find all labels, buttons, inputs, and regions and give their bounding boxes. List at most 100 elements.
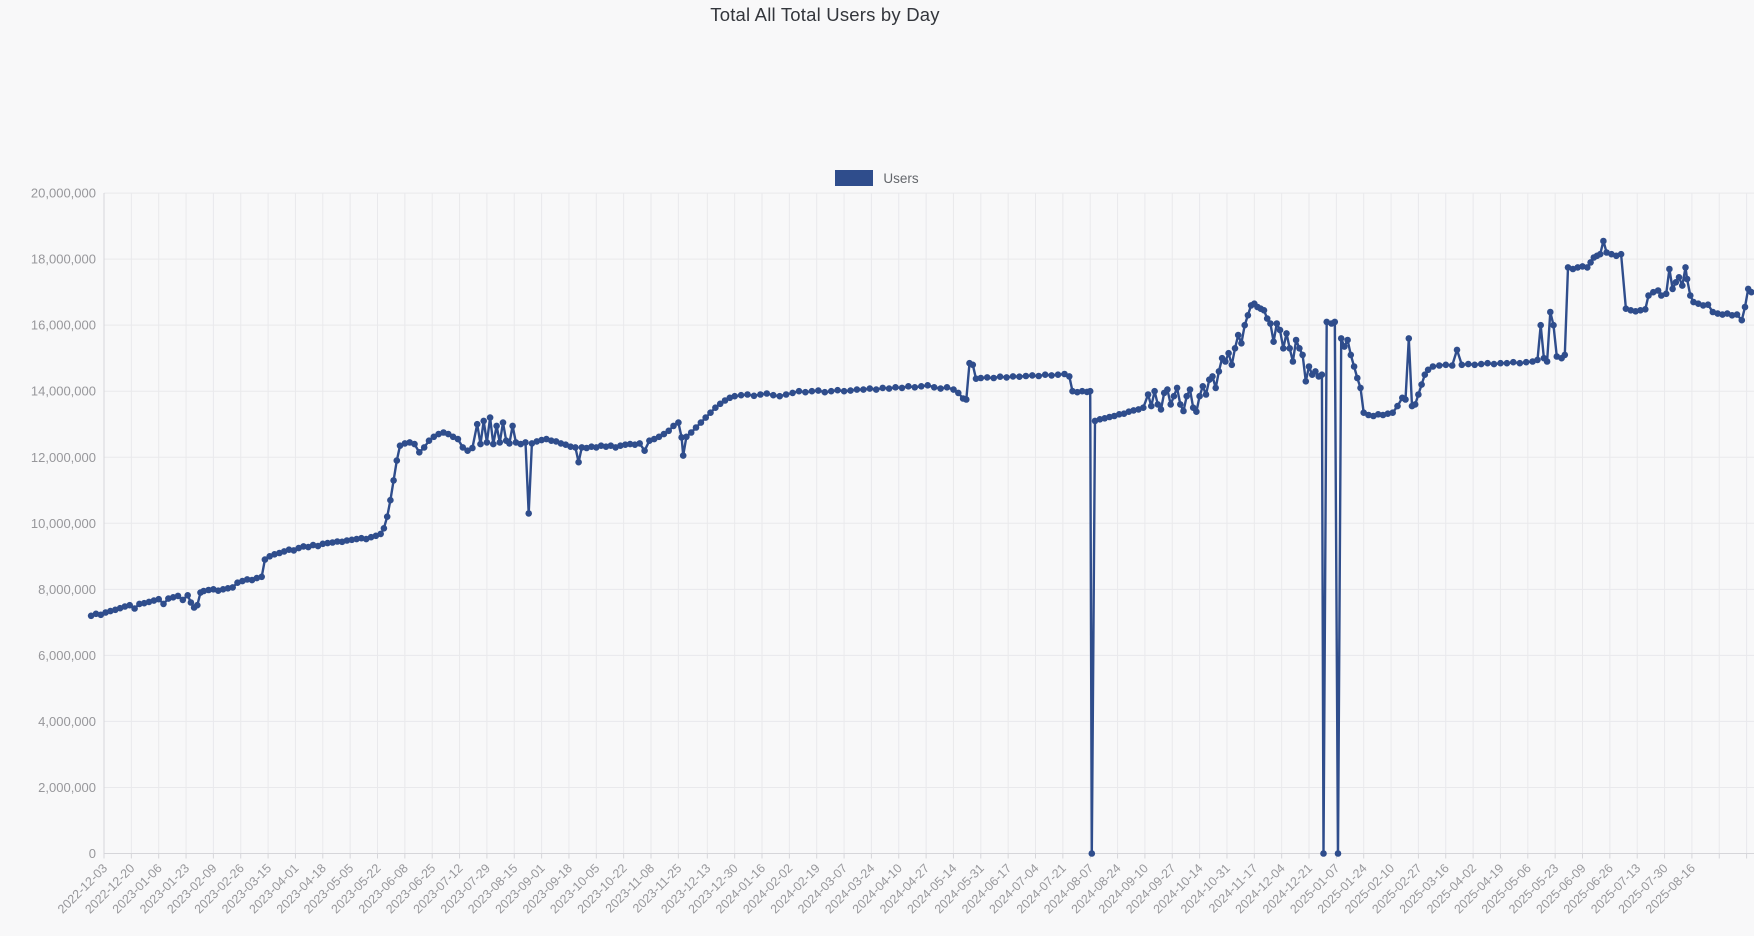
data-point[interactable] [454, 435, 462, 443]
data-point[interactable] [1561, 351, 1569, 359]
data-point[interactable] [1669, 285, 1676, 293]
data-point[interactable] [1337, 335, 1345, 342]
data-point[interactable] [1682, 264, 1689, 271]
data-point[interactable] [655, 433, 663, 441]
data-point[interactable] [697, 419, 705, 426]
data-point[interactable] [1286, 345, 1293, 352]
data-point[interactable] [1164, 386, 1171, 393]
data-point[interactable] [473, 420, 481, 428]
data-point[interactable] [898, 384, 906, 392]
data-point[interactable] [1167, 401, 1174, 408]
data-point[interactable] [380, 525, 388, 532]
data-point[interactable] [1497, 359, 1504, 367]
data-point[interactable] [1477, 360, 1485, 368]
data-point[interactable] [1465, 360, 1472, 368]
data-point[interactable] [377, 530, 385, 538]
data-point[interactable] [1289, 358, 1297, 365]
data-point[interactable] [1534, 356, 1541, 364]
data-point[interactable] [1296, 345, 1303, 352]
data-point[interactable] [1543, 358, 1551, 365]
data-point[interactable] [194, 601, 201, 609]
data-point[interactable] [1041, 371, 1049, 379]
data-point[interactable] [578, 444, 586, 451]
data-point[interactable] [879, 384, 886, 392]
data-point[interactable] [1675, 274, 1683, 281]
data-point[interactable] [1196, 392, 1203, 400]
data-point[interactable] [636, 440, 643, 447]
data-point[interactable] [731, 392, 738, 400]
data-point[interactable] [1270, 338, 1277, 346]
data-point[interactable] [930, 384, 938, 391]
data-point[interactable] [983, 374, 991, 381]
data-point[interactable] [821, 388, 829, 396]
data-point[interactable] [679, 452, 687, 459]
data-point[interactable] [996, 373, 1004, 381]
data-point[interactable] [393, 457, 401, 464]
data-point[interactable] [990, 374, 997, 382]
data-point[interactable] [840, 387, 848, 395]
data-point[interactable] [411, 440, 418, 448]
data-point[interactable] [1276, 326, 1284, 334]
data-point[interactable] [155, 595, 162, 603]
data-point[interactable] [872, 386, 880, 393]
data-point[interactable] [1009, 373, 1017, 380]
data-point[interactable] [1144, 391, 1152, 398]
data-point[interactable] [179, 596, 187, 604]
data-point[interactable] [445, 430, 452, 438]
data-point[interactable] [860, 386, 867, 393]
data-point[interactable] [969, 361, 977, 369]
data-point[interactable] [847, 387, 854, 394]
data-point[interactable] [1193, 408, 1200, 416]
data-point[interactable] [1177, 401, 1184, 408]
data-point[interactable] [827, 387, 835, 395]
data-point[interactable] [1305, 363, 1313, 370]
data-point[interactable] [1738, 316, 1746, 324]
data-point[interactable] [1140, 404, 1147, 412]
data-point[interactable] [126, 601, 133, 609]
data-point[interactable] [396, 442, 404, 450]
data-point[interactable] [1679, 282, 1686, 289]
data-point[interactable] [622, 441, 629, 449]
data-point[interactable] [1490, 360, 1498, 368]
data-point[interactable] [509, 422, 516, 430]
data-point[interactable] [1596, 250, 1604, 258]
data-point[interactable] [678, 434, 685, 441]
data-point[interactable] [309, 541, 317, 549]
data-point[interactable] [1687, 292, 1694, 299]
data-point[interactable] [1115, 411, 1123, 418]
data-point[interactable] [1170, 392, 1178, 400]
data-point[interactable] [184, 592, 191, 599]
data-point[interactable] [1683, 275, 1691, 283]
data-point[interactable] [490, 440, 497, 448]
data-point[interactable] [707, 409, 714, 417]
data-point[interactable] [420, 444, 428, 451]
data-point[interactable] [1054, 371, 1062, 379]
data-point[interactable] [1748, 288, 1754, 296]
data-point[interactable] [1292, 336, 1300, 344]
data-point[interactable] [1202, 391, 1210, 398]
data-point[interactable] [1642, 306, 1649, 313]
data-point[interactable] [1331, 318, 1339, 326]
data-point[interactable] [660, 430, 668, 438]
data-point[interactable] [493, 422, 500, 430]
data-point[interactable] [1510, 358, 1517, 366]
data-point[interactable] [1302, 378, 1310, 385]
data-point[interactable] [1405, 335, 1413, 342]
data-point[interactable] [261, 556, 269, 563]
data-point[interactable] [1442, 361, 1450, 369]
data-point[interactable] [1733, 311, 1741, 318]
data-point[interactable] [808, 387, 816, 395]
data-point[interactable] [1003, 374, 1010, 381]
data-point[interactable] [977, 374, 985, 382]
data-point[interactable] [1231, 345, 1239, 352]
data-point[interactable] [200, 587, 207, 595]
data-point[interactable] [499, 419, 507, 426]
data-point[interactable] [1209, 373, 1216, 380]
data-point[interactable] [464, 447, 471, 455]
data-point[interactable] [712, 404, 719, 412]
data-point[interactable] [763, 390, 771, 397]
data-point[interactable] [1334, 850, 1342, 857]
data-point[interactable] [1394, 402, 1401, 410]
data-point[interactable] [1448, 362, 1456, 369]
data-point[interactable] [1347, 351, 1355, 359]
